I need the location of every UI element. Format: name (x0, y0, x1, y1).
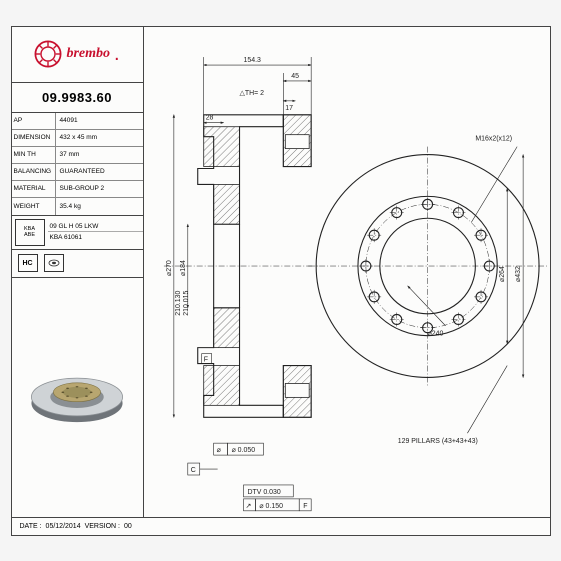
sheet-body: brembo . 09.9983.60 AP44091DIMENSION432 … (12, 27, 550, 517)
part-number-box: 09.9983.60 (12, 83, 143, 113)
dim-17: 17 (285, 104, 293, 111)
dim-d184: ⌀184 (179, 260, 186, 276)
dim-d270: ⌀270 (165, 260, 172, 276)
spec-key: BALANCING (12, 164, 56, 180)
spec-row: DIMENSION432 x 45 mm (12, 130, 143, 147)
brand-text: brembo (66, 46, 110, 62)
date-value: 05/12/2014 (46, 523, 81, 530)
spec-key: MIN TH (12, 147, 56, 163)
logo-box: brembo . (12, 27, 143, 83)
dim-28: 28 (205, 114, 213, 121)
dim-r210a: 210.130 (174, 290, 181, 315)
spec-key: DIMENSION (12, 130, 56, 146)
spec-val: 44091 (56, 113, 143, 129)
spec-table: AP44091DIMENSION432 x 45 mmMIN TH37 mmBA… (12, 113, 143, 216)
dim-154: 154.3 (243, 57, 261, 64)
gdt-flat: ⌀ 0.050 (231, 447, 255, 454)
datum-c: C (190, 467, 195, 474)
dim-thread: M16x2(x12) (475, 135, 512, 142)
left-column: brembo . 09.9983.60 AP44091DIMENSION432 … (12, 27, 144, 517)
drawing-area: 154.3 45 △TH= 2 17 28 ⌀270 ⌀184 210.130 (144, 27, 550, 517)
spec-val: SUB-GROUP 2 (56, 181, 143, 197)
cert-line1: 09 GL H 05 LKW (48, 222, 143, 232)
spec-key: WEIGHT (12, 198, 56, 215)
hc-icon: HC (18, 254, 38, 272)
spec-row: MATERIALSUB-GROUP 2 (12, 181, 143, 198)
spec-val: 432 x 45 mm (56, 130, 143, 146)
spec-val: 37 mm (56, 147, 143, 163)
kba-l2: ABE (24, 232, 35, 238)
part-number: 09.9983.60 (42, 90, 112, 105)
spec-val: GUARANTEED (56, 164, 143, 180)
dim-d264: ⌀264 (499, 266, 506, 282)
dim-th: △TH= 2 (239, 89, 264, 96)
gdt-runout: ⌀ 0.150 (259, 502, 283, 509)
svg-text:⌀: ⌀ (216, 447, 220, 454)
date-label: DATE : (20, 523, 42, 530)
drawing-sheet: brembo . 09.9983.60 AP44091DIMENSION432 … (11, 26, 551, 536)
svg-text:F: F (303, 502, 307, 509)
front-view: M16x2(x12) ⌀240 ⌀264 ⌀432 129 PILLARS (4… (308, 135, 547, 445)
product-render (12, 278, 143, 517)
footer: DATE : 05/12/2014 VERSION : 00 (12, 517, 550, 535)
disc-render-icon (22, 357, 132, 437)
kba-badge: KBA ABE (15, 219, 45, 246)
datum-f: F (203, 356, 207, 363)
spec-row: AP44091 (12, 113, 143, 130)
gdt-dtv: DTV 0.030 (247, 488, 280, 495)
spec-row: WEIGHT35.4 kg (12, 198, 143, 215)
svg-text:↗: ↗ (245, 502, 251, 509)
ver-label: VERSION : (85, 523, 120, 530)
spec-row: MIN TH37 mm (12, 147, 143, 164)
cert-line2: KBA 61061 (48, 233, 143, 242)
pillars-note: 129 PILLARS (43+43+43) (397, 438, 477, 445)
dim-45: 45 (291, 72, 299, 79)
spec-key: MATERIAL (12, 181, 56, 197)
section-view: 154.3 45 △TH= 2 17 28 ⌀270 ⌀184 210.130 (163, 57, 317, 511)
dim-d432: ⌀432 (515, 266, 522, 282)
dim-r210b: 210.015 (182, 290, 189, 315)
ver-value: 00 (124, 523, 132, 530)
brembo-logo-icon (34, 40, 62, 68)
spec-key: AP (12, 113, 56, 129)
feature-icons: HC (12, 250, 143, 278)
cert-lines: 09 GL H 05 LKW KBA 61061 (48, 216, 143, 249)
spec-val: 35.4 kg (56, 198, 143, 215)
dim-d240: ⌀240 (427, 330, 443, 337)
certification-box: KBA ABE 09 GL H 05 LKW KBA 61061 (12, 216, 143, 250)
spec-row: BALANCINGGUARANTEED (12, 164, 143, 181)
pvt-icon (44, 254, 64, 272)
technical-drawing: 154.3 45 △TH= 2 17 28 ⌀270 ⌀184 210.130 (144, 27, 550, 517)
